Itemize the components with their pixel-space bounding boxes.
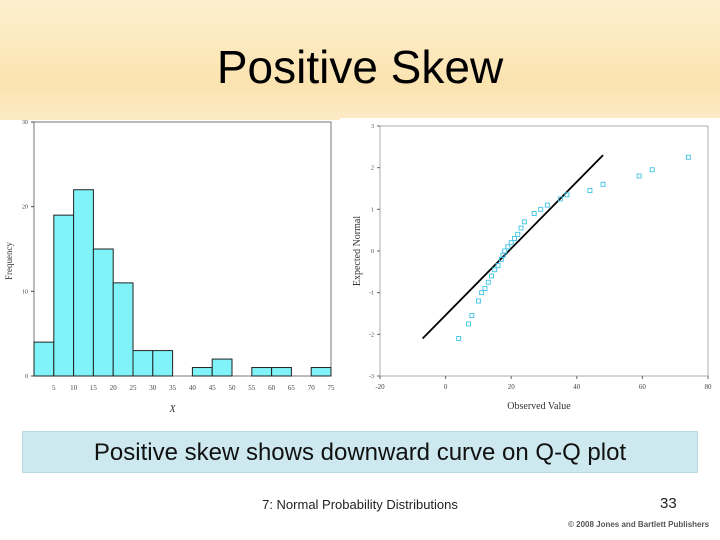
histogram-bar: [92, 248, 114, 377]
qq-point: [508, 240, 514, 246]
histogram-bar: [310, 367, 332, 377]
histogram-bar: [53, 214, 75, 377]
y-axis-label: Frequency: [4, 242, 14, 280]
x-tick-label: 50: [229, 384, 237, 392]
qq-point: [518, 225, 524, 231]
histogram-chart: 0 10 20 30 5 10 15 20 25 30 35 40 45 50 55 60 65 70 75 X Fre…: [4, 120, 336, 415]
histogram-bar: [191, 367, 213, 377]
x-tick-label: 55: [248, 384, 256, 392]
x-tick-label: 5: [52, 384, 56, 392]
x-tick-label: 20: [110, 384, 118, 392]
title-band: [0, 0, 720, 120]
qq-point: [557, 196, 563, 202]
qq-point: [479, 290, 485, 296]
qq-point: [482, 286, 488, 291]
qq-point: [521, 219, 527, 225]
x-tick-label: 70: [308, 384, 316, 392]
y-tick-label: 10: [22, 289, 28, 295]
histogram-bar: [73, 189, 94, 377]
x-tick-label: 65: [288, 384, 296, 392]
slide-title: Positive Skew: [216, 41, 504, 93]
y-tick-label: 30: [22, 120, 28, 126]
qq-point: [649, 167, 655, 173]
x-tick-label: 60: [639, 383, 647, 391]
qq-point: [564, 192, 570, 198]
x-tick-label: 80: [705, 383, 713, 391]
qq-point: [587, 188, 593, 194]
qq-point: [495, 263, 501, 269]
copyright-notice: © 2008 Jones and Bartlett Publishers: [568, 520, 710, 529]
footer-text: 7: Normal Probability Distributions: [262, 497, 458, 512]
histogram-bar: [251, 367, 273, 377]
x-tick-label: 15: [90, 384, 98, 392]
histogram-bar: [152, 350, 174, 377]
y-tick-label: -3: [369, 374, 374, 380]
qq-point: [475, 298, 481, 304]
qq-point: [512, 236, 517, 241]
qq-point: [685, 154, 691, 160]
x-tick-label: 40: [573, 383, 581, 391]
qq-plot-panel: 3 2 1 0 -1 -2 -3 -20 0 20 40 60 80 Observed Value Expe…: [340, 118, 720, 418]
qq-point: [515, 231, 521, 237]
x-axis-label: X: [168, 404, 176, 415]
y-tick-label: 0: [25, 374, 28, 380]
y-tick-label: -1: [369, 291, 374, 297]
y-tick-label: 3: [371, 124, 374, 130]
caption-box: Positive skew shows downward curve on Q-…: [22, 431, 698, 473]
histogram-bar: [132, 350, 154, 377]
x-tick-label: 20: [508, 383, 516, 391]
histogram-panel: 0 10 20 30 5 10 15 20 25 30 35 40 45 50 55 60 65 70 75 X Fre…: [0, 118, 335, 418]
qq-point: [456, 336, 462, 341]
qq-point: [531, 211, 537, 216]
y-tick-label: -2: [369, 332, 374, 338]
qq-point: [466, 321, 472, 327]
reference-line: [421, 154, 604, 340]
page-number: 33: [660, 495, 677, 512]
y-tick-label: 2: [371, 166, 374, 172]
x-tick-label: 10: [70, 384, 78, 392]
y-axis-label: Expected Normal: [352, 216, 363, 286]
x-tick-label: 45: [209, 384, 217, 392]
histogram-bar: [112, 282, 134, 377]
x-tick-label: 40: [189, 384, 197, 392]
qq-point: [492, 267, 498, 273]
y-tick-label: 1: [371, 207, 374, 213]
y-tick-label: 20: [22, 205, 28, 211]
histogram-bar: [271, 367, 292, 377]
histogram-bar: [211, 358, 233, 377]
qq-background: [340, 118, 720, 418]
qq-point: [505, 244, 511, 250]
qq-point: [544, 202, 550, 208]
qq-point: [469, 313, 475, 319]
qq-point: [489, 273, 494, 279]
qq-point: [502, 248, 508, 254]
qq-plot-chart: 3 2 1 0 -1 -2 -3-20 0 20 40 60 80 Observed Value Expe…: [340, 118, 720, 418]
x-tick-label: 30: [149, 384, 157, 392]
histogram-bar: [33, 341, 55, 377]
x-tick-label: 35: [169, 384, 177, 392]
qq-point: [485, 279, 491, 285]
x-tick-label: 0: [444, 383, 448, 391]
x-axis-label: Observed Value: [507, 401, 571, 412]
x-tick-label: -20: [375, 383, 385, 391]
qq-point: [538, 206, 544, 212]
qq-point: [636, 173, 642, 179]
x-tick-label: 60: [268, 384, 276, 392]
x-tick-label: 25: [130, 384, 138, 392]
x-tick-label: 75: [328, 384, 336, 392]
qq-point: [600, 181, 606, 187]
y-tick-label: 0: [371, 249, 374, 255]
